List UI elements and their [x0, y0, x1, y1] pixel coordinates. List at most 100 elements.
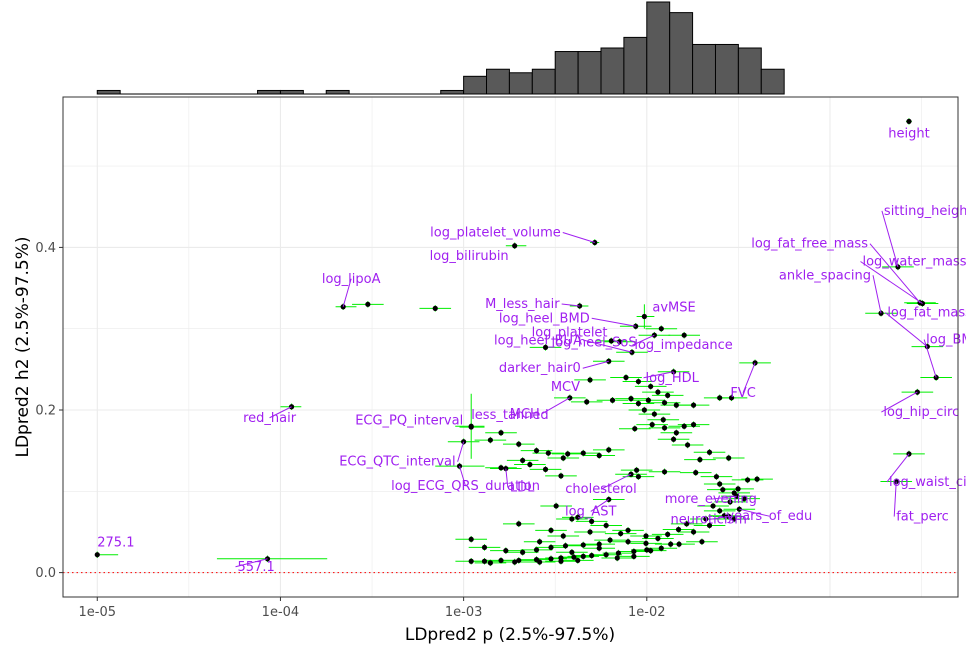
label-leader [710, 495, 737, 500]
point-label: log_platelet [532, 326, 608, 341]
label-leader [643, 371, 674, 379]
data-point [537, 539, 543, 545]
label-leader [459, 465, 467, 487]
data-point [606, 358, 612, 364]
data-point [655, 389, 661, 395]
histogram-bar [600, 47, 625, 95]
point-label: ECG_PQ_interval [355, 413, 463, 428]
label-leader [583, 339, 633, 353]
label-leader [869, 243, 921, 304]
plot-panel [63, 97, 958, 597]
point-label: log_platelet_volume [430, 226, 561, 241]
data-point [609, 397, 616, 403]
label-leader [235, 558, 268, 568]
data-point [710, 503, 716, 509]
data-point [596, 452, 602, 459]
point-label: log_fat_free_mass [751, 237, 868, 252]
histogram-bar [737, 47, 762, 95]
data-point [569, 516, 575, 522]
label-leader [881, 391, 918, 413]
data-point [635, 400, 642, 407]
data-point [684, 521, 690, 527]
point-label: neuroticism [670, 513, 746, 528]
data-point [631, 553, 637, 559]
data-point [607, 537, 613, 543]
label-leader [872, 275, 882, 314]
data-point [432, 305, 438, 311]
data-point [584, 399, 590, 405]
y-tick-label: 0.4 [35, 241, 56, 256]
data-point [717, 481, 723, 487]
data-point [616, 339, 623, 345]
data-point [580, 553, 586, 559]
histogram-bar [554, 51, 579, 95]
data-point [690, 422, 697, 428]
histogram-bar [508, 72, 533, 95]
data-point [520, 457, 526, 464]
data-point [643, 533, 649, 539]
data-point [658, 326, 664, 332]
data-point [487, 560, 493, 566]
data-point [717, 395, 723, 401]
data-point [727, 499, 733, 505]
x-tick-label: 1e-02 [628, 605, 666, 620]
data-point [516, 557, 522, 564]
point-label: log_lipoA [322, 272, 381, 287]
point-label: MCV [551, 380, 580, 395]
data-point [649, 422, 655, 428]
histogram-bar [692, 43, 716, 95]
data-point [676, 541, 682, 547]
data-point [878, 310, 884, 316]
data-point [651, 411, 657, 417]
point-label: M_less_hair [485, 297, 560, 312]
point-label: log_HDL [646, 371, 700, 386]
data-point [906, 118, 912, 124]
label-leader [590, 499, 610, 512]
histogram-bar [257, 89, 281, 95]
data-point [623, 374, 629, 381]
data-point [693, 470, 699, 476]
data-point [661, 400, 668, 406]
data-point [670, 436, 677, 442]
histogram-bar [463, 75, 488, 95]
histogram-bar [486, 68, 510, 95]
data-point [545, 450, 551, 456]
label-leader [708, 516, 729, 521]
axes: 1e-05 1e-04 1e-03 1e-02 0.0 0.2 0.4 [35, 241, 665, 620]
data-point [660, 417, 666, 423]
y-tick-label: 0.2 [35, 404, 56, 419]
data-point [641, 313, 647, 320]
label-leader [881, 210, 899, 268]
data-point [706, 522, 713, 529]
data-point [516, 441, 522, 447]
data-point [618, 530, 624, 537]
data-point [634, 467, 640, 473]
label-leader [457, 441, 465, 462]
data-point [717, 508, 723, 514]
x-axis-title: LDpred2 p (2.5%-97.5%) [405, 625, 615, 645]
data-point [631, 548, 637, 555]
data-point [703, 516, 709, 522]
data-point [565, 451, 571, 457]
data-point [548, 527, 554, 533]
data-point [648, 383, 654, 390]
point-label: log_water_mass [862, 255, 966, 270]
data-point [575, 514, 581, 520]
histogram-bar [440, 89, 465, 95]
data-point [665, 531, 671, 537]
data-point [512, 243, 518, 249]
data-point [731, 516, 737, 522]
histogram-bar [669, 12, 694, 95]
histogram-bar [279, 89, 304, 95]
data-point [726, 455, 732, 461]
data-point [558, 473, 564, 479]
point-label: log_AST [565, 504, 616, 519]
data-point [697, 457, 703, 463]
data-point [569, 549, 575, 555]
data-point [893, 478, 899, 485]
data-point [643, 540, 649, 546]
data-point [681, 423, 687, 429]
data-point [641, 407, 647, 413]
label-leader [582, 360, 609, 369]
